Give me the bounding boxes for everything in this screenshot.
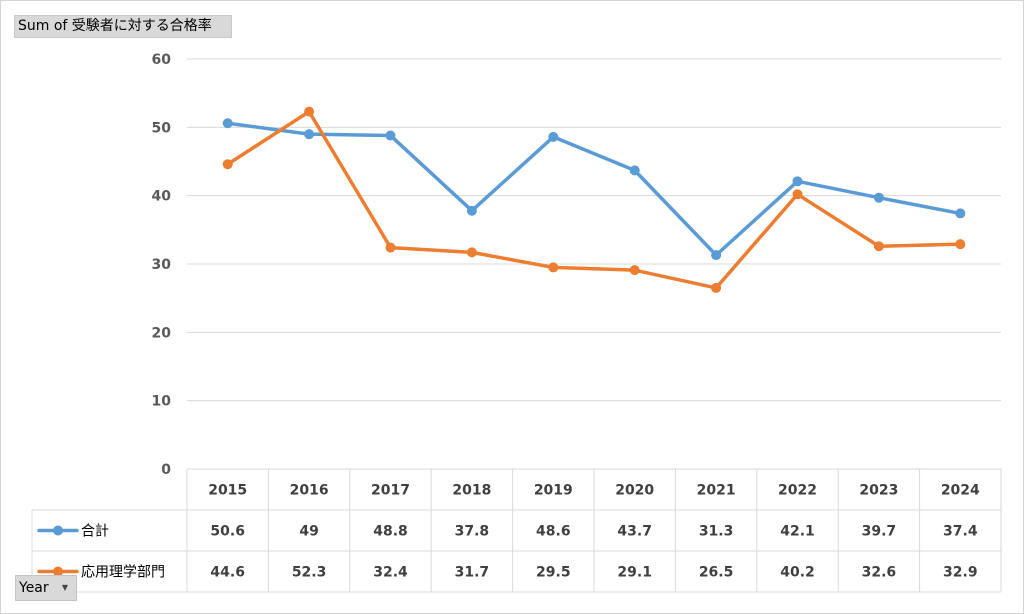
x-tick-label: 2018: [452, 483, 491, 499]
data-point: [304, 129, 315, 140]
x-tick-label: 2016: [290, 483, 329, 499]
table-value: 50.6: [210, 524, 245, 540]
value-field-button[interactable]: Sum of 受験者に対する合格率: [14, 15, 232, 38]
data-point: [955, 208, 966, 219]
table-value: 43.7: [617, 524, 652, 540]
data-point: [792, 189, 803, 200]
data-point: [548, 131, 559, 142]
table-value: 37.8: [455, 524, 490, 540]
dropdown-arrow-icon: ▼: [61, 583, 68, 592]
value-field-label: Sum of 受験者に対する合格率: [18, 18, 212, 34]
table-value: 29.5: [536, 565, 571, 581]
table-value: 37.4: [943, 524, 978, 540]
x-tick-label: 2024: [941, 483, 980, 499]
y-tick-label: 10: [152, 394, 172, 410]
y-tick-label: 40: [152, 189, 172, 205]
x-tick-label: 2022: [778, 483, 817, 499]
data-point: [548, 262, 559, 273]
y-tick-label: 50: [152, 120, 172, 136]
table-value: 52.3: [292, 565, 327, 581]
data-point: [955, 239, 966, 250]
table-value: 49: [299, 524, 318, 540]
x-tick-label: 2023: [859, 483, 898, 499]
data-point: [792, 176, 803, 187]
table-value: 31.3: [699, 524, 734, 540]
series-line: [225, 109, 963, 290]
table-value: 29.1: [617, 565, 652, 581]
x-tick-label: 2021: [697, 483, 736, 499]
year-filter-button[interactable]: Year ▼: [15, 575, 77, 601]
data-point: [873, 241, 884, 252]
y-tick-label: 30: [152, 257, 172, 273]
legend-key-marker: [53, 566, 63, 577]
y-tick-label: 60: [152, 52, 172, 68]
data-point: [385, 242, 396, 253]
data-point: [873, 192, 884, 203]
data-point: [711, 282, 722, 293]
legend-label: 合計: [81, 524, 109, 540]
table-value: 44.6: [210, 565, 245, 581]
year-filter-label: Year: [19, 580, 49, 596]
data-point: [466, 247, 477, 258]
table-value: 32.9: [943, 565, 978, 581]
table-value: 39.7: [862, 524, 897, 540]
table-value: 32.6: [862, 565, 897, 581]
legend-key-marker: [53, 525, 63, 536]
y-tick-label: 20: [152, 325, 172, 341]
x-tick-label: 2017: [371, 483, 410, 499]
data-point: [466, 205, 477, 216]
table-value: 42.1: [780, 524, 815, 540]
data-point: [629, 265, 640, 276]
data-point: [222, 118, 233, 129]
y-tick-label: 0: [161, 462, 171, 478]
series-line: [225, 121, 963, 257]
table-value: 32.4: [373, 565, 408, 581]
legend-label: 応用理学部門: [81, 565, 165, 581]
table-value: 48.8: [373, 524, 408, 540]
x-tick-label: 2015: [208, 483, 247, 499]
data-point: [385, 130, 396, 141]
x-tick-label: 2020: [615, 483, 654, 499]
data-point: [222, 159, 233, 170]
table-value: 48.6: [536, 524, 571, 540]
x-tick-label: 2019: [534, 483, 573, 499]
table-value: 40.2: [780, 565, 815, 581]
data-point: [304, 106, 315, 117]
data-point: [711, 250, 722, 261]
table-value: 26.5: [699, 565, 734, 581]
table-value: 31.7: [455, 565, 490, 581]
data-point: [629, 165, 640, 176]
